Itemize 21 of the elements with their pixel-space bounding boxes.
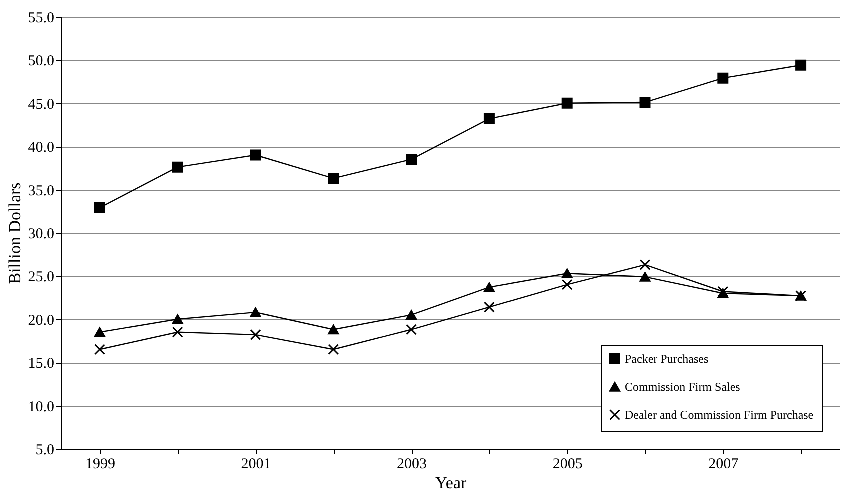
y-tick-label: 25.0 <box>28 270 54 286</box>
y-tick-label: 20.0 <box>28 312 54 329</box>
y-tick-label: 45.0 <box>28 96 54 113</box>
x-tick-label: 2005 <box>552 456 583 472</box>
y-tick-label: 40.0 <box>28 140 54 156</box>
y-tick-label: 5.0 <box>36 442 54 458</box>
legend-label: Dealer and Commission Firm Purchase <box>625 408 814 422</box>
x-tick-label: 2001 <box>241 456 272 472</box>
y-tick-label: 50.0 <box>28 54 54 70</box>
y-tick-label: 15.0 <box>28 356 54 372</box>
legend-label: Packer Purchases <box>625 352 709 366</box>
y-tick-label: 35.0 <box>28 183 54 200</box>
y-tick-label: 55.0 <box>28 10 54 26</box>
x-tick-label: 1999 <box>85 456 116 472</box>
y-tick-label: 10.0 <box>28 399 54 416</box>
legend-label: Commission Firm Sales <box>625 380 741 394</box>
y-axis-title: Billion Dollars <box>5 182 24 284</box>
x-tick-label: 2007 <box>708 456 740 472</box>
x-axis-title: Year <box>435 474 467 492</box>
y-tick-label: 30.0 <box>28 226 54 242</box>
x-tick-label: 2003 <box>397 456 428 472</box>
